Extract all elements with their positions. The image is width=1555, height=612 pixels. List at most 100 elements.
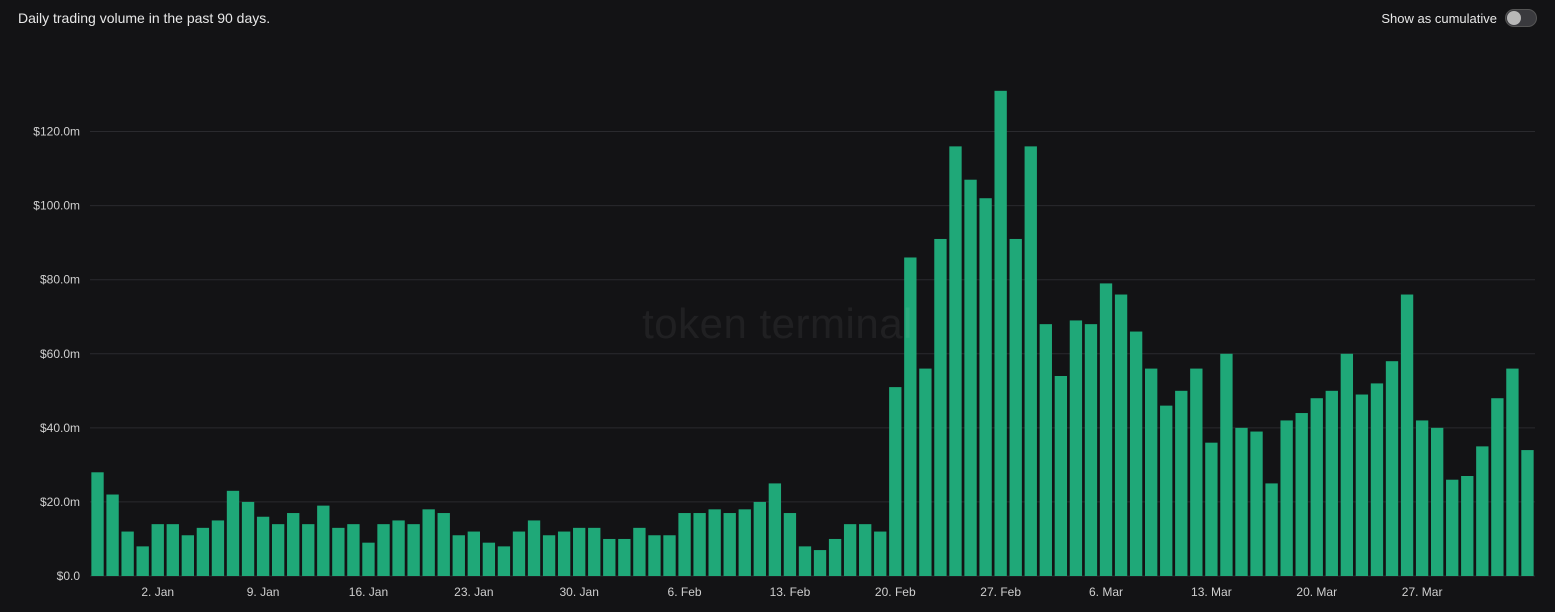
bar[interactable] (212, 520, 224, 576)
bar[interactable] (227, 491, 239, 576)
y-axis-label: $0.0 (57, 569, 81, 583)
bar[interactable] (994, 91, 1006, 576)
bar[interactable] (949, 146, 961, 576)
bar[interactable] (197, 528, 209, 576)
bar[interactable] (1160, 406, 1172, 576)
bar[interactable] (332, 528, 344, 576)
bar[interactable] (1476, 446, 1488, 576)
bar[interactable] (648, 535, 660, 576)
bar[interactable] (106, 495, 118, 576)
bar[interactable] (588, 528, 600, 576)
bar[interactable] (693, 513, 705, 576)
bar[interactable] (618, 539, 630, 576)
bar[interactable] (182, 535, 194, 576)
bar[interactable] (1115, 295, 1127, 576)
bar[interactable] (724, 513, 736, 576)
bar[interactable] (1100, 283, 1112, 576)
bar[interactable] (1461, 476, 1473, 576)
bar[interactable] (1491, 398, 1503, 576)
bar[interactable] (423, 509, 435, 576)
bar[interactable] (453, 535, 465, 576)
bar[interactable] (1175, 391, 1187, 576)
bar[interactable] (137, 546, 149, 576)
bar[interactable] (1280, 420, 1292, 576)
bar[interactable] (1010, 239, 1022, 576)
bar[interactable] (377, 524, 389, 576)
bar[interactable] (603, 539, 615, 576)
bar[interactable] (739, 509, 751, 576)
bar[interactable] (678, 513, 690, 576)
y-axis-label: $20.0m (40, 495, 80, 509)
bar[interactable] (1085, 324, 1097, 576)
bar[interactable] (1235, 428, 1247, 576)
bar[interactable] (859, 524, 871, 576)
bar[interactable] (1025, 146, 1037, 576)
bar[interactable] (91, 472, 103, 576)
bar[interactable] (1265, 483, 1277, 576)
bar[interactable] (1145, 369, 1157, 576)
bar[interactable] (784, 513, 796, 576)
bar[interactable] (663, 535, 675, 576)
bar[interactable] (513, 532, 525, 576)
bar[interactable] (362, 543, 374, 576)
bar[interactable] (167, 524, 179, 576)
bar[interactable] (1401, 295, 1413, 576)
bar[interactable] (708, 509, 720, 576)
bar[interactable] (1386, 361, 1398, 576)
bar[interactable] (1040, 324, 1052, 576)
bar[interactable] (528, 520, 540, 576)
bar[interactable] (1070, 320, 1082, 576)
bar[interactable] (874, 532, 886, 576)
bar[interactable] (468, 532, 480, 576)
cumulative-toggle[interactable]: Show as cumulative (1381, 9, 1537, 27)
bar[interactable] (904, 257, 916, 576)
bar[interactable] (844, 524, 856, 576)
bar[interactable] (769, 483, 781, 576)
bar[interactable] (829, 539, 841, 576)
bar[interactable] (573, 528, 585, 576)
bar[interactable] (1326, 391, 1338, 576)
bar[interactable] (633, 528, 645, 576)
bar[interactable] (1416, 420, 1428, 576)
bar[interactable] (919, 369, 931, 576)
bar[interactable] (1055, 376, 1067, 576)
bar[interactable] (272, 524, 284, 576)
bar[interactable] (814, 550, 826, 576)
bar[interactable] (257, 517, 269, 576)
bar[interactable] (1311, 398, 1323, 576)
bar[interactable] (1521, 450, 1533, 576)
bar[interactable] (1220, 354, 1232, 576)
bar[interactable] (152, 524, 164, 576)
bar[interactable] (1446, 480, 1458, 576)
bar[interactable] (1190, 369, 1202, 576)
bar[interactable] (1341, 354, 1353, 576)
bar[interactable] (392, 520, 404, 576)
bar[interactable] (1371, 383, 1383, 576)
bar[interactable] (934, 239, 946, 576)
bar[interactable] (1130, 332, 1142, 576)
bar[interactable] (1431, 428, 1443, 576)
bar[interactable] (1296, 413, 1308, 576)
bar[interactable] (498, 546, 510, 576)
bar[interactable] (317, 506, 329, 576)
bar[interactable] (558, 532, 570, 576)
bar[interactable] (121, 532, 133, 576)
bar[interactable] (438, 513, 450, 576)
bar[interactable] (483, 543, 495, 576)
bar[interactable] (799, 546, 811, 576)
bar[interactable] (889, 387, 901, 576)
bar[interactable] (754, 502, 766, 576)
bar[interactable] (964, 180, 976, 576)
y-axis-label: $80.0m (40, 273, 80, 287)
bar[interactable] (1250, 432, 1262, 576)
bar[interactable] (1356, 395, 1368, 576)
bar[interactable] (1205, 443, 1217, 576)
bar[interactable] (242, 502, 254, 576)
bar[interactable] (407, 524, 419, 576)
bar[interactable] (543, 535, 555, 576)
bar[interactable] (347, 524, 359, 576)
bar[interactable] (287, 513, 299, 576)
bar[interactable] (302, 524, 314, 576)
bar[interactable] (1506, 369, 1518, 576)
bar[interactable] (979, 198, 991, 576)
